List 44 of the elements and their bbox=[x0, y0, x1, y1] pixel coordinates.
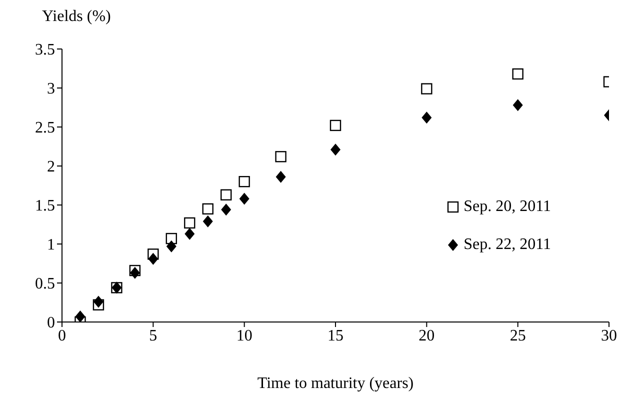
point bbox=[220, 189, 232, 200]
point bbox=[330, 144, 340, 156]
x-tick-label: 10 bbox=[236, 327, 252, 344]
point bbox=[275, 151, 286, 162]
point bbox=[512, 68, 524, 80]
point bbox=[166, 240, 176, 252]
point bbox=[148, 248, 159, 260]
x-tick-label: 30 bbox=[601, 327, 617, 344]
point bbox=[239, 192, 250, 205]
point bbox=[92, 299, 104, 310]
point bbox=[184, 217, 196, 229]
point bbox=[184, 228, 195, 240]
y-tick-label: 3 bbox=[47, 80, 55, 98]
x-tick-label: 0 bbox=[58, 327, 66, 344]
point bbox=[330, 120, 342, 132]
y-tick-label: 2.5 bbox=[35, 120, 55, 137]
y-tick-label: 1.5 bbox=[35, 198, 55, 215]
point bbox=[202, 215, 213, 228]
y-tick-label: 0.5 bbox=[35, 276, 55, 293]
point bbox=[93, 296, 104, 308]
point bbox=[422, 112, 432, 124]
point bbox=[148, 252, 158, 265]
point bbox=[75, 310, 86, 322]
x-tick-label: 5 bbox=[149, 327, 158, 344]
y-tick-label: 1 bbox=[47, 236, 55, 254]
point bbox=[421, 83, 432, 94]
x-tick-label: 20 bbox=[418, 327, 435, 344]
x-tick-label: 15 bbox=[328, 327, 344, 344]
y-tick-label: 0 bbox=[47, 314, 55, 332]
legend-label: Sep. 20, 2011 bbox=[464, 198, 551, 216]
point bbox=[238, 176, 250, 188]
point bbox=[221, 204, 232, 216]
point bbox=[166, 232, 177, 244]
x-tick-label: 25 bbox=[510, 327, 526, 344]
point bbox=[130, 266, 140, 279]
point bbox=[512, 99, 523, 112]
point bbox=[276, 170, 286, 183]
point bbox=[129, 264, 141, 276]
legend-label: Sep. 22, 2011 bbox=[464, 236, 551, 254]
y-tick-label: 3.5 bbox=[35, 42, 55, 59]
y-axis-title: Yields (%) bbox=[42, 8, 111, 26]
point bbox=[202, 203, 214, 214]
y-tick-label: 2 bbox=[47, 158, 55, 176]
x-axis-title: Time to maturity (years) bbox=[257, 375, 414, 392]
